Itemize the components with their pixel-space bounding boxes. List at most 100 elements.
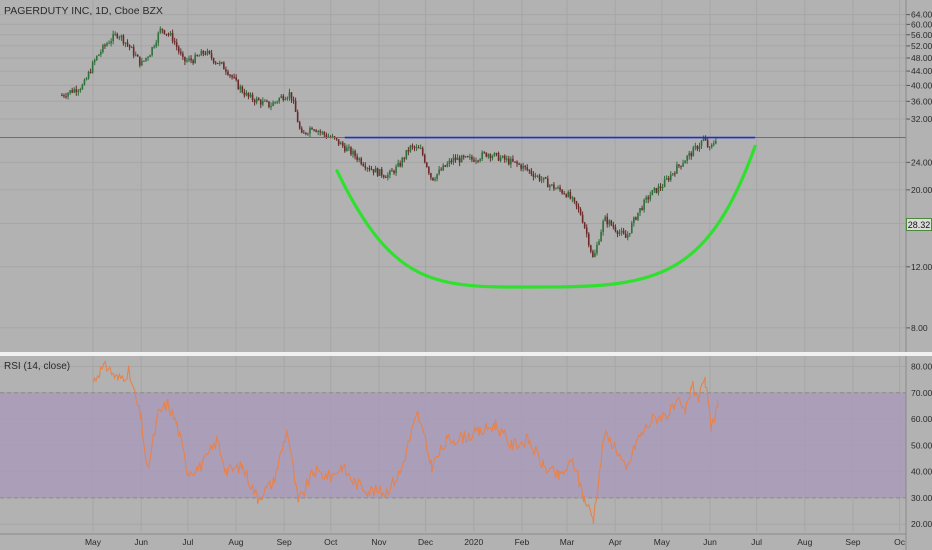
candle-body: [423, 154, 426, 163]
time-tick-label: Nov: [371, 537, 387, 547]
candle-body: [516, 161, 518, 164]
candle-body: [186, 60, 188, 62]
candle-body: [231, 75, 233, 78]
candle-body: [538, 175, 541, 181]
candle-body: [567, 191, 570, 197]
candle-body: [688, 152, 691, 156]
candle-body: [317, 131, 319, 133]
candle-body: [577, 206, 580, 210]
candle-body: [292, 99, 295, 101]
time-tick-label: Jul: [751, 537, 762, 547]
candle-body: [495, 153, 498, 155]
candle-body: [300, 128, 303, 133]
candle-body: [430, 173, 432, 178]
time-tick-label: Jul: [182, 537, 193, 547]
rsi-line: [92, 359, 719, 525]
time-tick-label: 2020: [464, 537, 483, 547]
candle-body: [395, 166, 397, 173]
price-tick-label: 64.00: [911, 10, 932, 20]
candle-body: [372, 169, 375, 173]
candle-body: [694, 146, 697, 148]
price-tick-label: 12.00: [911, 262, 932, 272]
candle-body: [77, 90, 80, 93]
candle-body: [194, 55, 196, 64]
candle-body: [417, 147, 420, 149]
candle-body: [489, 154, 492, 159]
candle-body: [606, 216, 609, 225]
candle-body: [370, 169, 373, 171]
candle-body: [130, 47, 133, 49]
candle-body: [487, 154, 490, 157]
candle-body: [212, 58, 215, 63]
candle-body: [704, 138, 707, 141]
candle-body: [510, 158, 512, 165]
candle-body: [391, 170, 393, 172]
candle-body: [477, 160, 479, 162]
candle-body: [155, 42, 158, 47]
candle-body: [335, 137, 338, 140]
candle-body: [376, 168, 379, 176]
price-tick-label: 8.00: [911, 323, 928, 333]
rsi-tick-label: 30.00: [911, 493, 932, 503]
candle-body: [676, 164, 678, 174]
candle-body: [368, 167, 371, 170]
candle-body: [354, 151, 356, 157]
candle-body: [141, 60, 143, 66]
candlesticks: [61, 26, 717, 258]
candle-body: [428, 167, 430, 174]
candle-body: [713, 143, 715, 145]
candle-body: [214, 62, 217, 64]
candle-body: [177, 47, 180, 52]
symbol-title: PAGERDUTY INC, 1D, Cboe BZX: [4, 5, 163, 17]
candle-body: [665, 178, 668, 180]
candle-body: [620, 230, 623, 233]
price-tick-label: 56.00: [911, 30, 932, 40]
candle-body: [491, 156, 494, 159]
candle-body: [497, 153, 500, 161]
candle-body: [661, 186, 664, 189]
candle-body: [684, 160, 686, 164]
candle-body: [446, 163, 449, 167]
candle-body: [352, 151, 354, 155]
candle-body: [452, 157, 455, 163]
candle-body: [397, 163, 399, 167]
candle-body: [655, 188, 658, 193]
candle-body: [602, 221, 604, 232]
candle-body: [405, 150, 408, 159]
candle-body: [702, 138, 705, 141]
candle-body: [512, 158, 514, 162]
candle-body: [643, 199, 645, 210]
candle-body: [145, 57, 147, 61]
candle-body: [276, 101, 278, 103]
candle-body: [462, 155, 465, 158]
candle-body: [325, 134, 328, 138]
candle-body: [499, 157, 502, 161]
candle-body: [274, 101, 276, 103]
candle-body: [358, 158, 360, 160]
candle-body: [364, 165, 367, 169]
candle-body: [409, 145, 412, 152]
candle-body: [380, 169, 383, 176]
candle-body: [639, 208, 641, 213]
candle-body: [348, 147, 350, 149]
candle-body: [235, 77, 237, 80]
candle-body: [454, 157, 457, 161]
candle-body: [708, 146, 711, 148]
candle-body: [579, 209, 582, 215]
candle-body: [132, 47, 135, 56]
candle-body: [307, 133, 309, 135]
candle-body: [200, 50, 203, 56]
time-tick-label: Aug: [797, 537, 812, 547]
candle-body: [710, 144, 713, 147]
candle-body: [69, 90, 71, 94]
candle-body: [171, 32, 174, 42]
candle-body: [378, 169, 381, 176]
candle-body: [323, 132, 326, 135]
rsi-band-group: [0, 392, 906, 499]
candle-body: [151, 47, 153, 56]
candle-body: [532, 174, 535, 177]
candle-body: [631, 223, 633, 233]
candle-body: [259, 100, 262, 105]
candle-body: [262, 100, 264, 105]
